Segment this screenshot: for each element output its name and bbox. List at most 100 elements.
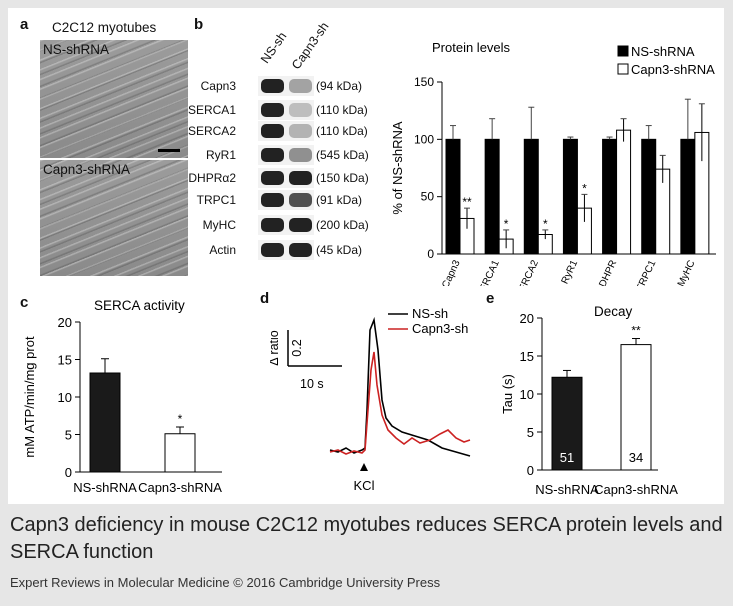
significance-marker: * — [504, 217, 509, 231]
blot-band-capn3 — [289, 148, 312, 162]
blot-protein-label: Actin — [209, 243, 236, 257]
n-label: 51 — [560, 450, 574, 465]
blot-kda-label: (200 kDa) — [316, 218, 369, 232]
y-tick-label: 0 — [527, 463, 534, 478]
blot-kda-label: (94 kDa) — [316, 79, 363, 93]
blot-kda-label: (150 kDa) — [316, 171, 369, 185]
y-tick-label: 10 — [58, 390, 72, 405]
x-tick-label: Capn3-shRNA — [594, 482, 678, 497]
blot-band-capn3 — [289, 243, 312, 257]
blot-strip — [258, 190, 314, 210]
legend-label: NS-shRNA — [631, 44, 695, 59]
x-tick-label: NS-shRNA — [535, 482, 599, 497]
micrograph-capn3-shrna: Capn3-shRNA — [40, 160, 188, 276]
blot-strip — [258, 100, 314, 120]
blot-strip — [258, 240, 314, 260]
scale-bar — [158, 149, 180, 152]
footer-credit: Expert Reviews in Molecular Medicine © 2… — [10, 575, 441, 590]
y-axis-label: Tau (s) — [500, 374, 515, 414]
blot-band-ns — [261, 124, 284, 138]
y-tick-label: 15 — [58, 353, 72, 368]
x-tick-label: SERCA1 — [475, 258, 502, 286]
panel-c-letter: c — [20, 294, 29, 311]
x-tick-label: MyHC — [676, 259, 698, 286]
significance-marker: ** — [631, 324, 641, 338]
y-tick-label: 0 — [427, 247, 434, 261]
decay-chart: Decay 0 5 10 15 20 Tau (s) 51 NS-shRNA ** 34 Capn3-… — [500, 304, 678, 497]
trace-capn3-sh — [329, 351, 471, 455]
bar — [89, 372, 121, 473]
panel-a-letter: a — [20, 16, 29, 33]
y-tick-label: 100 — [414, 132, 434, 146]
blot-band-capn3 — [289, 103, 312, 117]
blot-strip — [258, 76, 314, 96]
y-tick-label: 50 — [421, 190, 435, 204]
blot-band-ns — [261, 193, 284, 207]
legend-label: NS-sh — [412, 306, 448, 321]
legend-swatch — [617, 63, 629, 75]
y-tick-label: 5 — [65, 428, 72, 443]
bar-ns — [680, 138, 696, 255]
panel-e-letter: e — [486, 290, 495, 307]
blot-protein-label: MyHC — [202, 218, 236, 232]
figure-caption: Capn3 deficiency in mouse C2C12 myotubes… — [10, 514, 723, 563]
x-tick-label: Capn3 — [440, 258, 463, 286]
panel-a-title: C2C12 myotubes — [52, 20, 157, 35]
stimulus-label: KCl — [354, 478, 375, 493]
blot-band-capn3 — [289, 171, 312, 185]
blot-protein-label: RyR1 — [205, 148, 236, 162]
legend-label: Capn3-sh — [412, 321, 468, 336]
blot-strip — [258, 121, 314, 141]
trace-ns-sh — [329, 316, 471, 457]
bar — [620, 344, 652, 471]
blot-band-capn3 — [289, 193, 312, 207]
blot-protein-label: DHPRα2 — [188, 171, 236, 185]
micrograph-ns-label: NS-shRNA — [43, 42, 110, 57]
x-tick-label: DHPR — [597, 259, 619, 286]
y-tick-label: 20 — [520, 311, 534, 326]
bar-capn3 — [616, 129, 632, 255]
blot-protein-label: Capn3 — [200, 79, 236, 93]
x-tick-label: Capn3-shRNA — [138, 480, 222, 495]
micrograph-capn3-label: Capn3-shRNA — [43, 162, 131, 177]
y-axis-label: % of NS-shRNA — [390, 121, 405, 215]
legend-label: Capn3-shRNA — [631, 62, 715, 77]
y-tick-label: 15 — [520, 349, 534, 364]
y-axis-label: mM ATP/min/mg prot — [22, 336, 37, 458]
lane-label-capn3: Capn3-sh — [289, 19, 332, 73]
n-label: 34 — [629, 450, 643, 465]
blot-band-ns — [261, 218, 284, 232]
scale-y-value: 0.2 — [290, 339, 304, 356]
significance-marker: * — [178, 412, 183, 426]
y-tick-label: 20 — [58, 315, 72, 330]
figure-card: a C2C12 myotubes NS-shRNA Capn3-shRNA b … — [8, 8, 724, 504]
blot-band-ns — [261, 171, 284, 185]
x-tick-label: RyR1 — [560, 258, 581, 286]
bar-ns — [562, 138, 578, 255]
significance-marker: ** — [462, 195, 472, 209]
blot-band-ns — [261, 243, 284, 257]
blot-band-ns — [261, 79, 284, 93]
blot-strip — [258, 215, 314, 235]
bar-ns — [602, 138, 618, 255]
blot-kda-label: (110 kDa) — [316, 103, 368, 117]
blot-protein-label: TRPC1 — [196, 193, 236, 207]
serca-activity-chart: SERCA activity 0 5 10 15 20 mM ATP/min/mg prot… — [22, 298, 222, 495]
bar — [164, 433, 196, 473]
bar-ns — [484, 138, 500, 255]
blot-kda-label: (91 kDa) — [316, 193, 363, 207]
stimulus-arrow — [360, 463, 368, 471]
panel-d-letter: d — [260, 290, 270, 307]
legend-swatch — [617, 45, 629, 57]
x-tick-label: NS-shRNA — [73, 480, 137, 495]
blot-band-capn3 — [289, 124, 312, 138]
chart-title: SERCA activity — [94, 298, 185, 313]
blot-protein-label: SERCA1 — [187, 103, 236, 117]
blot-strip — [258, 168, 314, 188]
chart-title: Decay — [594, 304, 633, 319]
blot-kda-label: (110 kDa) — [316, 124, 368, 138]
blot-strip — [258, 145, 314, 165]
x-tick-label: TRPC1 — [635, 258, 659, 286]
